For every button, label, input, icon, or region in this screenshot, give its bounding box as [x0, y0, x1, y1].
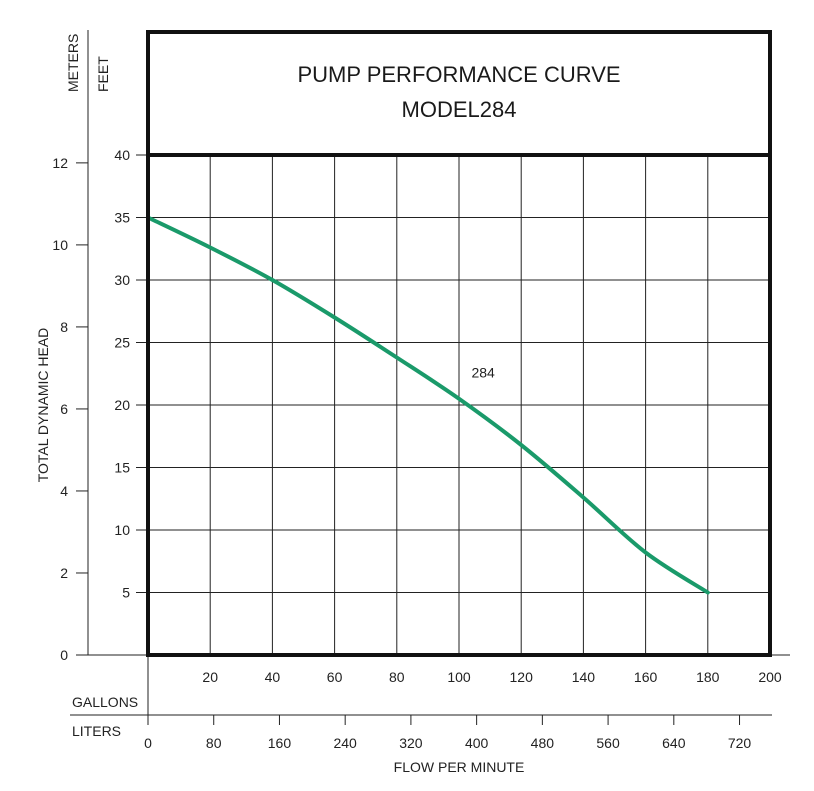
- plot-frame: [146, 153, 772, 657]
- feet-tick-labels: 5 10 15 20 25 30 35 40: [114, 147, 148, 601]
- chart-title: PUMP PERFORMANCE CURVE: [297, 62, 620, 87]
- meters-tick-label: 0: [60, 647, 68, 663]
- feet-tick-label: 5: [122, 585, 130, 601]
- gallons-tick-label: 60: [327, 669, 343, 685]
- liters-tick-label: 0: [144, 735, 152, 751]
- feet-tick-label: 25: [114, 335, 130, 351]
- gallons-tick-label: 160: [634, 669, 658, 685]
- gallons-tick-label: 120: [510, 669, 534, 685]
- liters-tick-label: 400: [465, 735, 489, 751]
- feet-tick-label: 35: [114, 210, 130, 226]
- meters-tick-label: 6: [60, 401, 68, 417]
- liters-tick-label: 240: [333, 735, 357, 751]
- gallons-tick-label: 180: [696, 669, 720, 685]
- feet-tick-label: 40: [114, 147, 130, 163]
- liters-tick-label: 80: [206, 735, 222, 751]
- gallons-tick-labels: 20 40 60 80 100 120 140 160 180 200: [202, 669, 781, 685]
- meters-tick-label: 4: [60, 483, 68, 499]
- meters-tick-label: 10: [52, 237, 68, 253]
- feet-unit-label: FEET: [95, 56, 111, 92]
- liters-tick-label: 560: [596, 735, 620, 751]
- liters-tick-label: 720: [728, 735, 752, 751]
- feet-tick-label: 30: [114, 272, 130, 288]
- meters-tick-label: 2: [60, 565, 68, 581]
- liters-tick-label: 640: [662, 735, 686, 751]
- gallons-tick-label: 100: [447, 669, 471, 685]
- x-axis-title: FLOW PER MINUTE: [394, 759, 525, 775]
- series-label-284: 284: [471, 365, 495, 381]
- gallons-unit-label: GALLONS: [72, 694, 138, 710]
- gallons-tick-label: 20: [202, 669, 218, 685]
- liters-tick-label: 320: [399, 735, 423, 751]
- gallons-tick-label: 40: [265, 669, 281, 685]
- gallons-tick-label: 80: [389, 669, 405, 685]
- feet-tick-label: 10: [114, 522, 130, 538]
- title-box: [146, 30, 772, 157]
- feet-tick-label: 20: [114, 397, 130, 413]
- series-layer: 284: [146, 215, 710, 595]
- meters-tick-label: 12: [52, 155, 68, 171]
- liters-tick-label: 160: [268, 735, 292, 751]
- feet-tick-label: 15: [114, 460, 130, 476]
- chart-subtitle: MODEL284: [402, 97, 517, 122]
- liters-tick-labels: 0 80 160 240 320 400 480 560 640 720: [144, 715, 751, 751]
- series-line-284: [146, 215, 710, 595]
- liters-tick-label: 480: [531, 735, 555, 751]
- meters-unit-label: METERS: [65, 34, 81, 92]
- grid-lines: [148, 155, 770, 655]
- liters-unit-label: LITERS: [72, 723, 121, 739]
- y-axis-title: TOTAL DYNAMIC HEAD: [35, 328, 51, 483]
- gallons-tick-label: 200: [758, 669, 782, 685]
- meters-tick-label: 8: [60, 319, 68, 335]
- gallons-tick-label: 140: [572, 669, 596, 685]
- meters-tick-labels: 0 2 4 6 8 10 12: [52, 155, 88, 663]
